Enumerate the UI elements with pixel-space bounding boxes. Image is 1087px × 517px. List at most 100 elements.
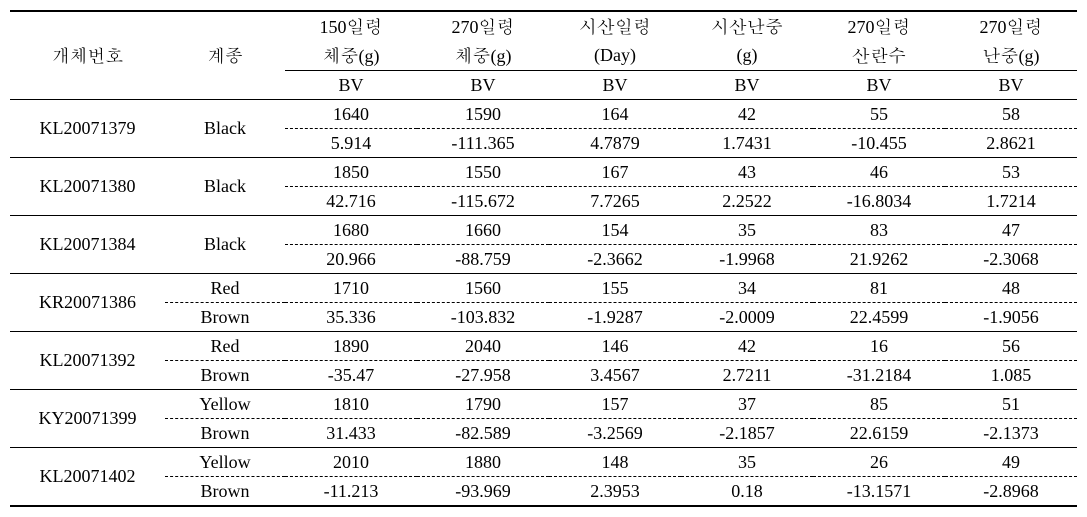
- cell-value: 42: [681, 100, 813, 129]
- cell-value: 81: [813, 274, 945, 303]
- cell-bv: 2.7211: [681, 361, 813, 390]
- hdr-c3-l2: (g): [681, 41, 813, 71]
- cell-value: 1850: [285, 158, 417, 187]
- cell-value: 2040: [417, 332, 549, 361]
- cell-breed: Black: [165, 100, 285, 158]
- cell-bv: -2.1373: [945, 419, 1077, 448]
- data-table: 개체번호 계종 150일령 270일령 시산일령 시산난중 270일령 270일…: [10, 10, 1077, 507]
- cell-bv: -3.2569: [549, 419, 681, 448]
- cell-value: 83: [813, 216, 945, 245]
- cell-value: 85: [813, 390, 945, 419]
- cell-value: 164: [549, 100, 681, 129]
- cell-value: 42: [681, 332, 813, 361]
- cell-bv: -13.1571: [813, 477, 945, 507]
- cell-value: 1790: [417, 390, 549, 419]
- cell-bv: -2.1857: [681, 419, 813, 448]
- cell-breed: Brown: [165, 477, 285, 507]
- cell-bv: 2.3953: [549, 477, 681, 507]
- cell-bv: 31.433: [285, 419, 417, 448]
- cell-value: 167: [549, 158, 681, 187]
- cell-value: 154: [549, 216, 681, 245]
- cell-id: KY20071399: [10, 390, 165, 448]
- cell-id: KL20071380: [10, 158, 165, 216]
- cell-bv: 35.336: [285, 303, 417, 332]
- cell-value: 35: [681, 216, 813, 245]
- cell-value: 2010: [285, 448, 417, 477]
- cell-bv: 22.4599: [813, 303, 945, 332]
- hdr-bv-5: BV: [945, 71, 1077, 100]
- hdr-c0-l1: 150일령: [285, 11, 417, 41]
- cell-bv: 2.8621: [945, 129, 1077, 158]
- cell-bv: -11.213: [285, 477, 417, 507]
- hdr-c1-l2: 체중(g): [417, 41, 549, 71]
- cell-value: 35: [681, 448, 813, 477]
- cell-bv: -1.9287: [549, 303, 681, 332]
- cell-breed: Red: [165, 332, 285, 361]
- hdr-c5-l1: 270일령: [945, 11, 1077, 41]
- cell-bv: 3.4567: [549, 361, 681, 390]
- cell-value: 55: [813, 100, 945, 129]
- cell-bv: 1.085: [945, 361, 1077, 390]
- cell-bv: 21.9262: [813, 245, 945, 274]
- cell-value: 47: [945, 216, 1077, 245]
- cell-bv: -111.365: [417, 129, 549, 158]
- cell-breed: Brown: [165, 303, 285, 332]
- cell-breed: Black: [165, 216, 285, 274]
- hdr-c2-l1: 시산일령: [549, 11, 681, 41]
- hdr-bv-1: BV: [417, 71, 549, 100]
- cell-breed: Yellow: [165, 448, 285, 477]
- cell-value: 37: [681, 390, 813, 419]
- cell-value: 155: [549, 274, 681, 303]
- cell-value: 53: [945, 158, 1077, 187]
- cell-bv: 42.716: [285, 187, 417, 216]
- cell-bv: -10.455: [813, 129, 945, 158]
- cell-value: 49: [945, 448, 1077, 477]
- cell-value: 1590: [417, 100, 549, 129]
- cell-id: KR20071386: [10, 274, 165, 332]
- cell-bv: -27.958: [417, 361, 549, 390]
- cell-value: 1680: [285, 216, 417, 245]
- cell-value: 1880: [417, 448, 549, 477]
- cell-bv: 5.914: [285, 129, 417, 158]
- cell-id: KL20071402: [10, 448, 165, 507]
- cell-bv: 4.7879: [549, 129, 681, 158]
- cell-value: 46: [813, 158, 945, 187]
- cell-bv: -16.8034: [813, 187, 945, 216]
- cell-bv: -115.672: [417, 187, 549, 216]
- cell-breed: Brown: [165, 419, 285, 448]
- hdr-bv-2: BV: [549, 71, 681, 100]
- hdr-bv-0: BV: [285, 71, 417, 100]
- cell-value: 34: [681, 274, 813, 303]
- cell-bv: 7.7265: [549, 187, 681, 216]
- cell-value: 43: [681, 158, 813, 187]
- cell-value: 1640: [285, 100, 417, 129]
- cell-value: 48: [945, 274, 1077, 303]
- cell-bv: 22.6159: [813, 419, 945, 448]
- cell-id: KL20071384: [10, 216, 165, 274]
- cell-value: 1560: [417, 274, 549, 303]
- cell-bv: -31.2184: [813, 361, 945, 390]
- cell-value: 1810: [285, 390, 417, 419]
- cell-breed: Red: [165, 274, 285, 303]
- hdr-c4-l1: 270일령: [813, 11, 945, 41]
- hdr-c3-l1: 시산난중: [681, 11, 813, 41]
- cell-value: 157: [549, 390, 681, 419]
- cell-value: 1890: [285, 332, 417, 361]
- hdr-c2-l2: (Day): [549, 41, 681, 71]
- cell-bv: -2.0009: [681, 303, 813, 332]
- cell-bv: -1.9968: [681, 245, 813, 274]
- cell-breed: Yellow: [165, 390, 285, 419]
- cell-bv: -2.8968: [945, 477, 1077, 507]
- cell-bv: -82.589: [417, 419, 549, 448]
- cell-bv: -2.3662: [549, 245, 681, 274]
- cell-value: 1550: [417, 158, 549, 187]
- hdr-c0-l2: 체중(g): [285, 41, 417, 71]
- cell-bv: -2.3068: [945, 245, 1077, 274]
- hdr-bv-3: BV: [681, 71, 813, 100]
- hdr-c4-l2: 산란수: [813, 41, 945, 71]
- cell-value: 56: [945, 332, 1077, 361]
- cell-value: 1710: [285, 274, 417, 303]
- cell-value: 58: [945, 100, 1077, 129]
- cell-bv: -35.47: [285, 361, 417, 390]
- cell-id: KL20071392: [10, 332, 165, 390]
